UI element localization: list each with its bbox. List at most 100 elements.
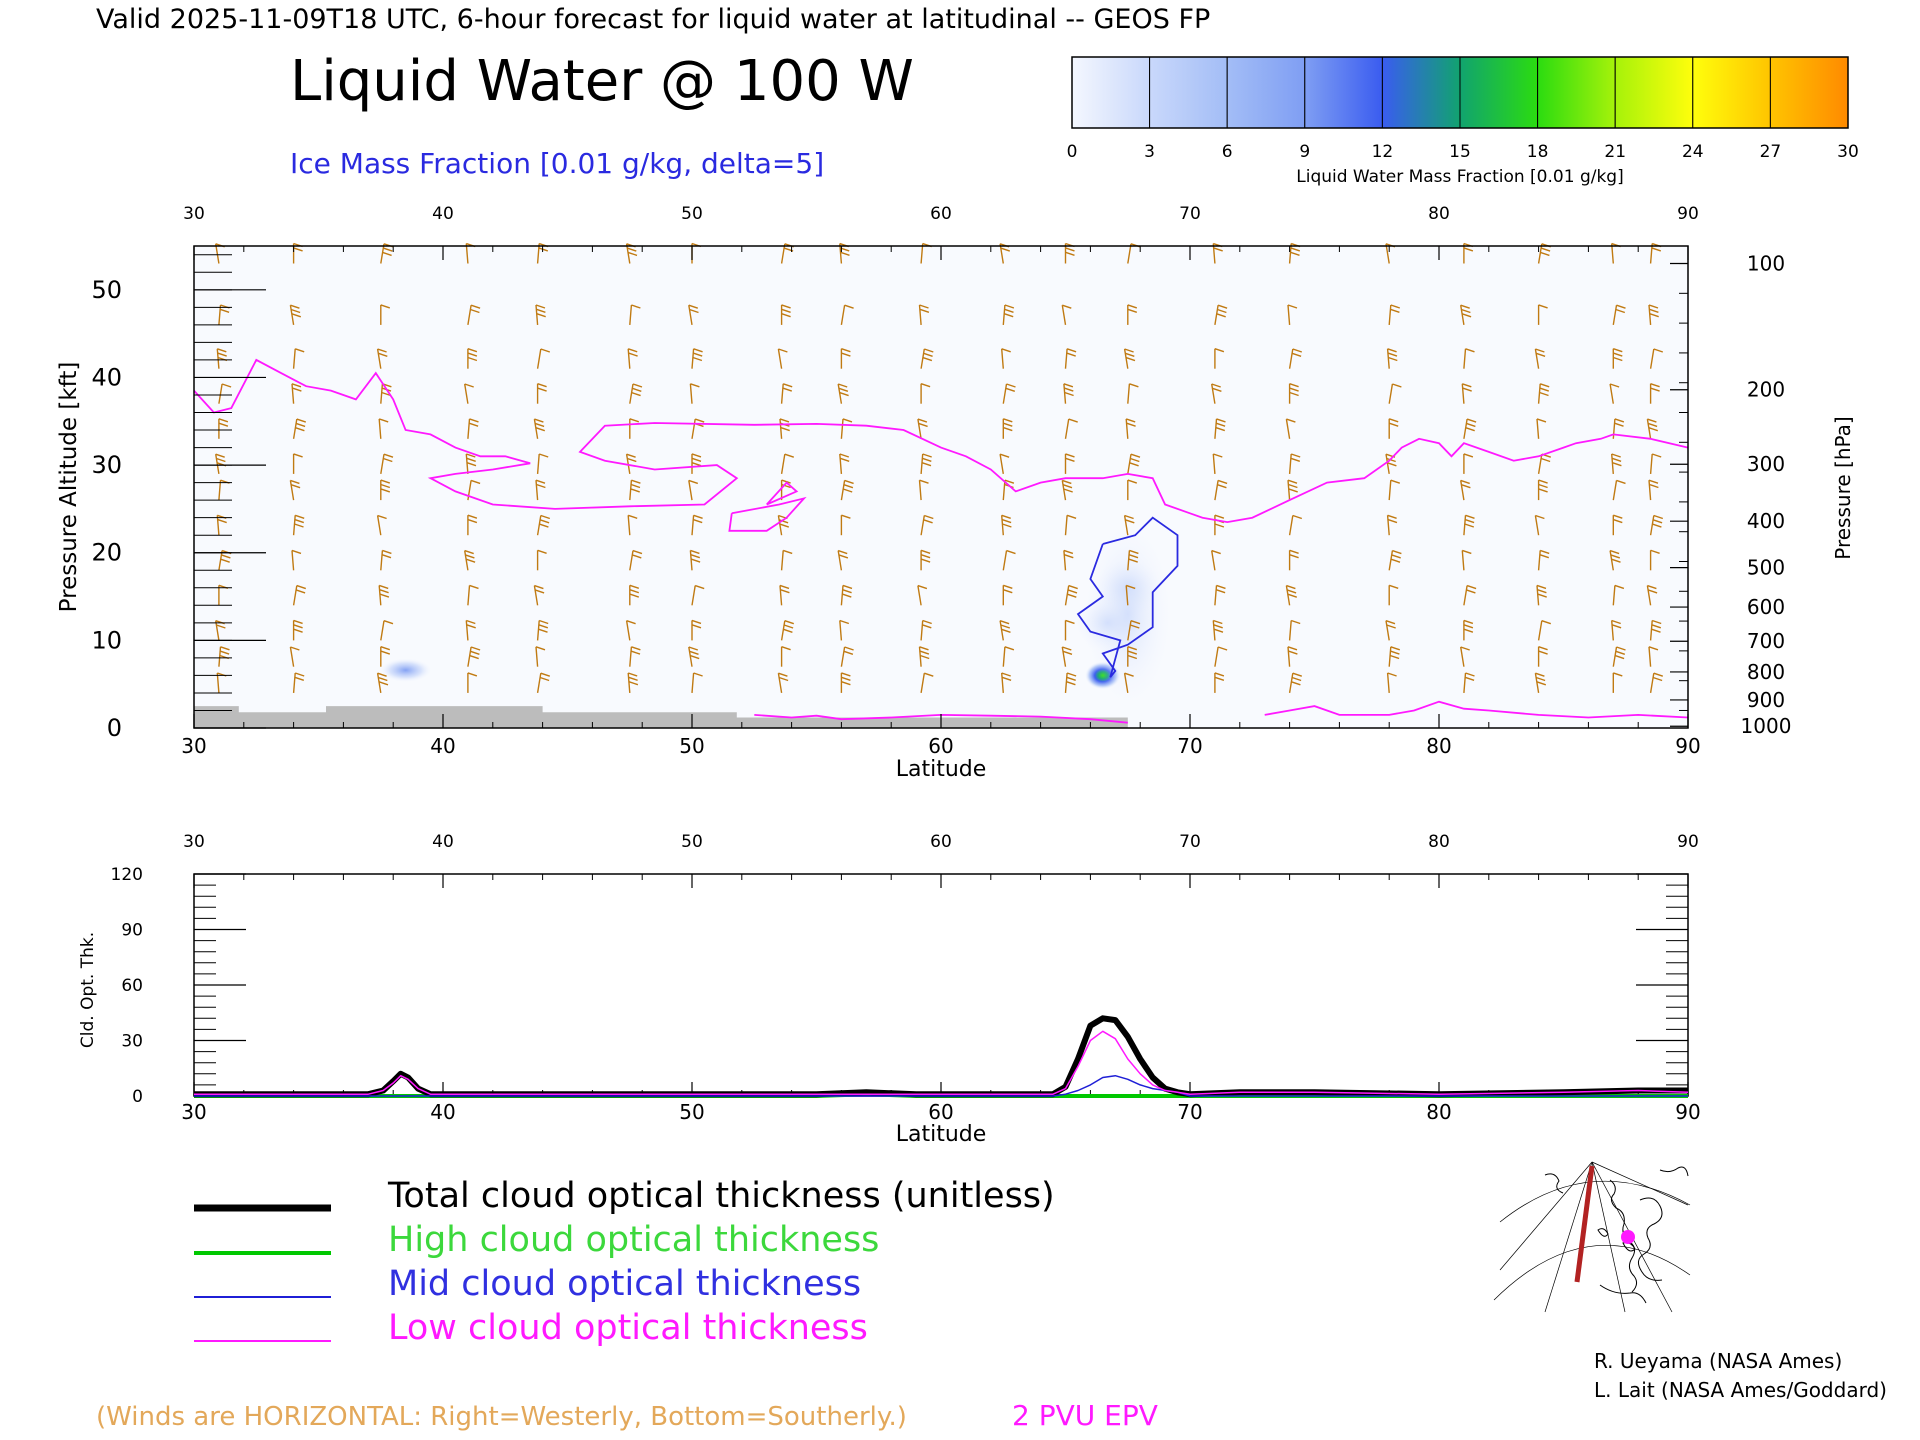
liquid-water-blob	[379, 658, 432, 683]
wind-barb	[629, 383, 643, 404]
wind-barb	[1288, 383, 1299, 404]
wind-barb	[1388, 418, 1399, 439]
wind-barb	[536, 453, 549, 474]
wind-barb	[629, 418, 640, 439]
wind-barb	[536, 549, 547, 571]
wind-barb	[1534, 348, 1546, 369]
wind-barb	[535, 646, 546, 667]
wind-barb	[536, 514, 551, 536]
colorbar-tick-label: 24	[1682, 142, 1704, 162]
wind-barb	[629, 304, 641, 325]
wind-barb	[920, 514, 934, 536]
terrain	[194, 706, 1128, 728]
optical-top-xtick-label: 60	[930, 832, 952, 852]
wind-barb	[533, 418, 546, 439]
wind-barb	[1001, 672, 1012, 693]
wind-barb	[1285, 418, 1296, 439]
wind-barb	[218, 383, 232, 404]
optical-xtick-label: 80	[1426, 1100, 1451, 1124]
epv-note: 2 PVU EPV	[1012, 1399, 1158, 1432]
pressure-tick-label: 700	[1747, 629, 1785, 653]
wind-barb	[1463, 672, 1475, 693]
wind-barb	[840, 304, 854, 326]
cross-section-ytick-label: 10	[91, 626, 122, 654]
colorbar-segment	[1769, 56, 1849, 129]
wind-barb	[1534, 672, 1547, 694]
ice-mass-fraction-label: Ice Mass Fraction [0.01 g/kg, delta=5]	[290, 147, 824, 180]
cross-section-ytick-label: 50	[91, 276, 122, 304]
main-title: Liquid Water @ 100 W	[290, 49, 914, 114]
wind-barb	[536, 383, 547, 404]
wind-barb	[292, 418, 307, 439]
wind-barb	[688, 646, 700, 667]
wind-barb	[629, 549, 643, 571]
wind-barb	[292, 584, 307, 606]
cross-section-xtick-label: 70	[1177, 734, 1202, 758]
wind-barb	[1214, 304, 1228, 326]
wind-barb	[465, 619, 476, 641]
wind-barb	[777, 514, 790, 536]
credit-lait: L. Lait (NASA Ames/Goddard)	[1594, 1378, 1887, 1402]
optical-thickness-ylabel: Cld. Opt. Thk.	[78, 932, 98, 1048]
wind-barb	[1063, 383, 1074, 404]
colorbar-segment	[1381, 56, 1461, 129]
colorbar-segment	[1537, 56, 1616, 129]
wind-barb	[627, 514, 638, 536]
wind-barb	[1537, 383, 1550, 404]
cross-section-xtick-label: 80	[1426, 734, 1451, 758]
wind-barb	[380, 479, 391, 501]
wind-barb	[1127, 383, 1139, 404]
wind-barb	[1612, 514, 1623, 536]
wind-barb	[1061, 304, 1072, 326]
wind-barb	[918, 304, 930, 325]
optical-xtick-label: 70	[1177, 1100, 1202, 1124]
colorbar-segment	[1692, 56, 1771, 129]
epv-contour-surface	[1264, 700, 1689, 719]
wind-barb	[691, 619, 702, 641]
wind-barb	[1536, 584, 1547, 606]
optical-ytick-label: 30	[121, 1032, 143, 1052]
winds-note: (Winds are HORIZONTAL: Right=Westerly, B…	[96, 1402, 907, 1432]
wind-barb	[689, 549, 701, 571]
wind-barb	[1127, 549, 1139, 571]
wind-barb	[1612, 348, 1623, 369]
colorbar-segment	[1226, 56, 1306, 129]
inset-map-section-line	[1574, 1165, 1595, 1283]
wind-barb	[689, 383, 700, 404]
wind-barb	[1064, 672, 1077, 693]
wind-barb	[467, 672, 478, 693]
colorbar-frame	[1071, 56, 1849, 129]
wind-barb	[1537, 304, 1548, 325]
wind-barb	[1212, 619, 1224, 641]
wind-barb	[1211, 383, 1222, 404]
credit-ueyama: R. Ueyama (NASA Ames)	[1594, 1349, 1842, 1373]
wind-barb	[1609, 383, 1620, 404]
wind-barb	[839, 619, 850, 641]
wind-barb	[467, 584, 479, 606]
wind-barb	[1537, 620, 1552, 641]
ice-contour-line	[1076, 516, 1179, 678]
optical-thickness-frame	[193, 873, 1689, 1097]
optical-top-xtick-label: 90	[1677, 832, 1699, 852]
wind-barb	[1064, 348, 1077, 369]
epv-2pvu-contour	[193, 358, 1689, 724]
wind-barb	[380, 304, 391, 325]
wind-barb	[465, 453, 477, 474]
wind-barb	[627, 348, 638, 369]
wind-barb	[780, 304, 791, 325]
wind-barb	[1123, 672, 1134, 694]
epv-contour-loop	[766, 481, 799, 506]
wind-barb	[1002, 383, 1016, 404]
wind-barb	[920, 453, 932, 474]
cross-section-xtick-label: 60	[928, 734, 953, 758]
wind-barb	[380, 453, 394, 475]
wind-barb	[1388, 479, 1401, 501]
wind-barb	[1611, 619, 1622, 641]
wind-barb	[1214, 348, 1225, 369]
wind-barb	[1127, 620, 1141, 641]
liquid-water-blob	[1082, 519, 1173, 710]
optical-thickness-lines	[194, 1015, 1689, 1098]
wind-barb	[1386, 348, 1398, 369]
cross-section-xtick-label: 30	[181, 734, 206, 758]
wind-barb	[840, 418, 853, 439]
